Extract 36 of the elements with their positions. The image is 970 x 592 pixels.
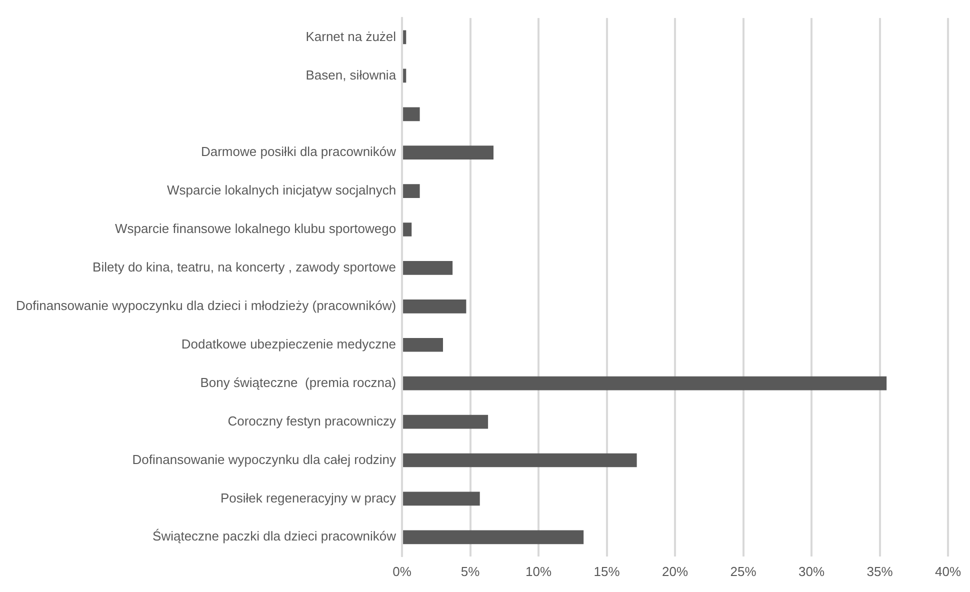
bar [403,453,637,468]
y-tick-label: Posiłek regeneracyjny w pracy [220,490,397,506]
y-tick-label: Basen, siłownia [306,67,397,82]
bar [403,261,453,275]
bar [403,376,887,390]
x-tick-label: 40% [934,564,962,579]
bar [403,492,480,506]
y-tick-label: Darmowe posiłki dla pracowników [200,144,397,160]
y-tick-label: Dodatkowe ubezpieczenie medyczne [181,336,396,352]
x-tick-label: 0% [392,564,412,579]
x-tick-label: 5% [460,564,480,579]
y-tick-label: Wsparcie finansowe lokalnego klubu sportowego [114,221,396,236]
x-tick-label: 25% [730,564,757,579]
bar [403,184,420,198]
y-tick-label: Coroczny festyn pracowniczy [228,413,397,428]
bar [403,300,466,314]
y-tick-label: Karnet na żużel [306,28,396,44]
x-tick-label: 20% [662,564,688,579]
x-tick-label: 35% [866,564,894,579]
x-tick-label: 30% [798,564,825,579]
y-tick-label: Bilety do kina, teatru, na koncerty , zawody sportowe [92,260,396,275]
y-tick-label: Wsparcie lokalnych inicjatyw socjalnych [167,182,396,198]
bar [403,530,584,544]
y-tick-label: Dofinansowanie wypoczynku dla dzieci i młodzieży (pracowników) [16,298,396,314]
bar [403,414,488,429]
bar [403,107,420,122]
bar [403,68,406,83]
y-tick-label: Bony świąteczne (premia roczna) [200,374,396,390]
x-tick-label: 10% [526,564,552,579]
bar [403,222,412,236]
bar [403,146,494,160]
x-tick-label: 15% [594,564,620,579]
y-tick-label: Świąteczne paczki dla dzieci pracowników [152,528,397,544]
y-tick-label: Dofinansowanie wypoczynku dla całej rodziny [132,452,397,467]
bar [403,338,443,352]
bar [403,30,406,44]
